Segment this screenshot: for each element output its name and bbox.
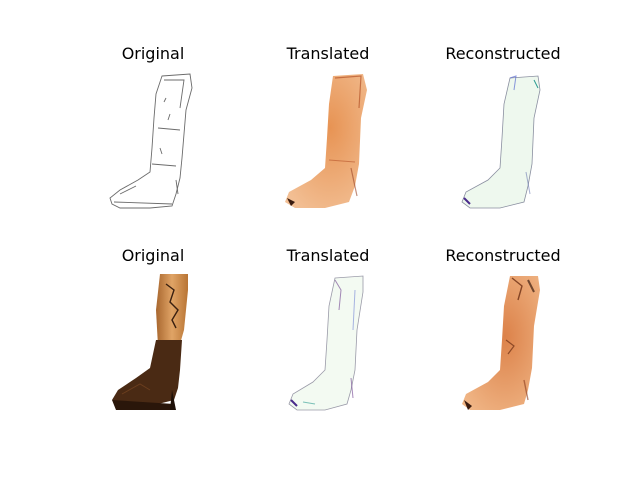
- boot-sketch-generated-image: [288, 275, 364, 411]
- boot-sketch-reconstructed-image: [461, 75, 541, 209]
- panel-title-r1c3: Reconstructed: [445, 44, 561, 63]
- panel-title-r2c1: Original: [121, 246, 185, 265]
- panel-original-photo: [80, 270, 226, 416]
- panel-title-r1c2: Translated: [286, 44, 370, 63]
- panel-translated-orange: [255, 68, 401, 214]
- panel-title-r2c3: Reconstructed: [445, 246, 561, 265]
- boot-sketch-outline-image: [109, 73, 193, 209]
- panel-translated-sketch: [255, 270, 401, 416]
- panel-reconstructed-sketch: [430, 68, 576, 214]
- panel-reconstructed-photo: [430, 270, 576, 416]
- boot-photo-brown-image: [112, 274, 188, 410]
- panel-title-r1c1: Original: [121, 44, 185, 63]
- panel-title-r2c2: Translated: [286, 246, 370, 265]
- boot-generated-orange-image: [285, 74, 367, 208]
- panel-original-sketch: [80, 68, 226, 214]
- boot-photo-reconstructed-image: [462, 276, 540, 410]
